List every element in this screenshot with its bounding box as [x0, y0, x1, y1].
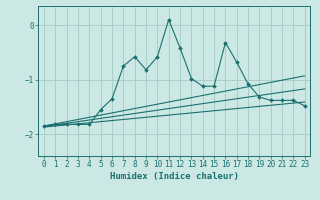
- X-axis label: Humidex (Indice chaleur): Humidex (Indice chaleur): [110, 172, 239, 181]
